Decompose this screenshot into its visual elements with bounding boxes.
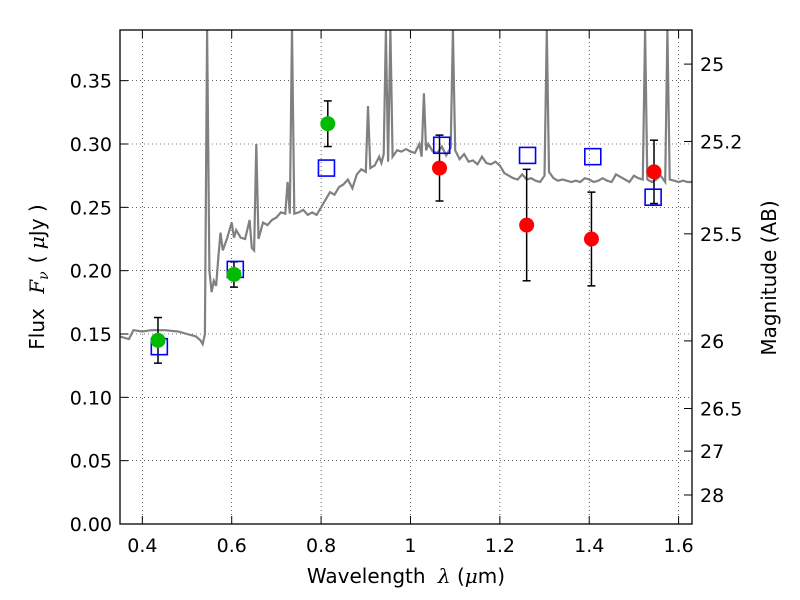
- data-point-green: [226, 266, 242, 282]
- y2-tick-label: 25: [700, 54, 724, 76]
- x-tick-label: 0.4: [127, 535, 157, 557]
- y2-tick-label: 26.5: [700, 398, 742, 420]
- x-tick-label: 1: [404, 535, 416, 557]
- y-axis-label: Flux Fν( μJy ): [25, 204, 52, 349]
- plot-frame: [119, 29, 693, 525]
- x-axis-label: Wavelength λ (μm): [307, 564, 505, 588]
- y2-tick-label: 25.5: [700, 224, 742, 246]
- plot-area: [120, 30, 692, 364]
- model-photometry-square: [432, 136, 451, 155]
- model-photometry-square: [518, 146, 537, 165]
- y-tick-label: 0.00: [70, 514, 112, 536]
- x-tick-label: 1.4: [574, 535, 604, 557]
- data-point-red: [519, 217, 535, 233]
- y-tick-label: 0.25: [70, 197, 112, 219]
- data-point-red: [646, 164, 662, 180]
- data-point-red: [432, 160, 448, 176]
- y2-tick-label: 28: [700, 485, 724, 507]
- y-tick-label: 0.35: [70, 71, 112, 93]
- model-photometry-square: [317, 159, 336, 177]
- x-tick-label: 1.6: [663, 535, 693, 557]
- y2-axis-label: Magnitude (AB): [757, 200, 781, 355]
- data-point-red: [583, 231, 599, 247]
- y-tick-label: 0.05: [70, 451, 112, 473]
- x-tick-label: 0.6: [217, 535, 247, 557]
- y2-tick-label: 26: [700, 331, 724, 353]
- model-spectrum-line: [120, 30, 692, 348]
- data-point-green: [150, 332, 166, 348]
- model-photometry-square: [644, 188, 662, 206]
- y2-tick-label: 27: [700, 441, 724, 463]
- data-point-green: [320, 116, 336, 132]
- y-tick-label: 0.30: [70, 134, 112, 156]
- x-tick-label: 1.2: [485, 535, 515, 557]
- y-tick-label: 0.20: [70, 261, 112, 283]
- axis-ticks: 0.4 0.6 0.8 1 1.2 1.4 1.6 0.00 0.05 0.10 0.15 0.20 0…: [70, 30, 742, 557]
- x-tick-label: 0.8: [306, 535, 336, 557]
- y-tick-label: 0.10: [70, 387, 112, 409]
- y2-tick-label: 25.2: [700, 131, 742, 153]
- model-photometry-square: [583, 147, 602, 166]
- y-tick-label: 0.15: [70, 324, 112, 346]
